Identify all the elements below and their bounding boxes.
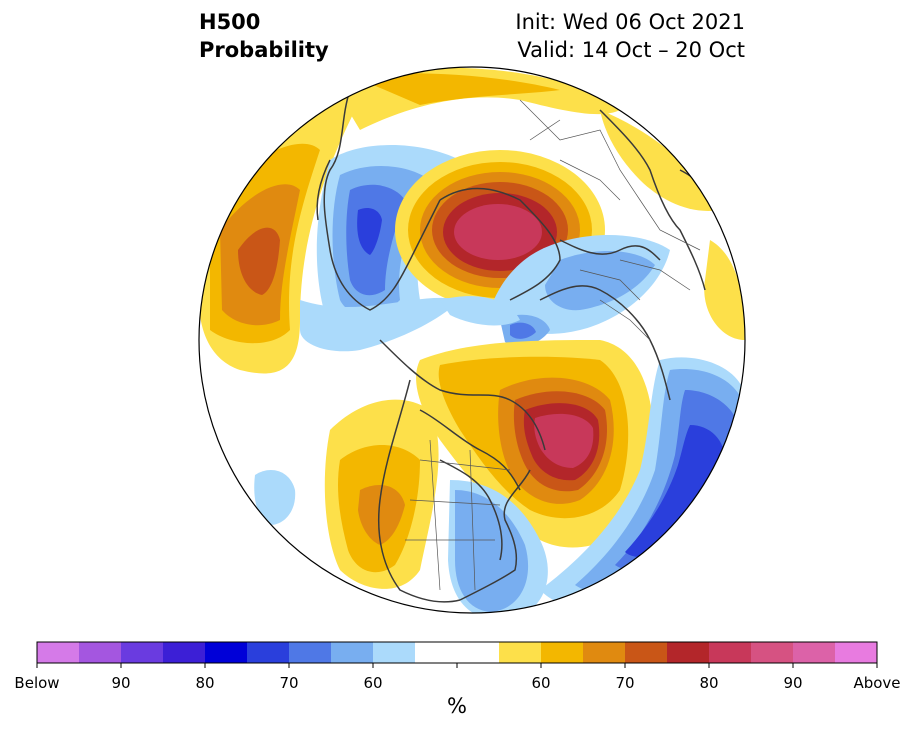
colorbar-cell [793,642,836,663]
warm-anomaly-atlantic [416,340,654,548]
colorbar-cell [625,642,668,663]
colorbar-cell [79,642,122,663]
colorbar-cell [457,642,500,663]
colorbar-cell [415,642,458,663]
cold-anomaly-na-east [448,480,548,613]
polar-map [198,66,746,614]
colorbar-cell [205,642,248,663]
colorbar-cell [121,642,164,663]
colorbar-cell [289,642,332,663]
colorbar-tick-label: 90 [111,674,131,692]
colorbar-cell [751,642,794,663]
colorbar-tick-label: 90 [783,674,803,692]
political-borders [405,99,701,591]
title-line-2: Probability [199,38,329,62]
valid-dates: Init: Wed 06 Oct 2021 Valid: 14 Oct – 20… [515,8,745,64]
cold-anomaly-europe [490,235,670,346]
coastlines [316,89,731,603]
warm-band-north [330,67,745,340]
colorbar-tick-label: 60 [531,674,551,692]
colorbar-unit: % [447,694,467,718]
cold-anomaly-atlantic-east [540,357,745,613]
map-title: H500 Probability [199,8,329,64]
globe-outline [198,66,746,614]
colorbar-tick-label: Below [14,674,60,692]
colorbar-cells [37,642,878,663]
colorbar-cell [709,642,752,663]
colorbar-cell [583,642,626,663]
colorbar-tick-label: 70 [615,674,635,692]
colorbar-cell [667,642,710,663]
colorbar-cell [331,642,374,663]
colorbar-tick-label: 70 [279,674,299,692]
colorbar-cell [373,642,416,663]
probability-field [199,67,745,613]
colorbar-cell [499,642,542,663]
colorbar-tick-label: 80 [699,674,719,692]
colorbar-cell [37,642,80,663]
init-date: Init: Wed 06 Oct 2021 [515,10,745,34]
colorbar-cell [835,642,878,663]
valid-range: Valid: 14 Oct – 20 Oct [517,38,745,62]
colorbar-ticks [36,663,878,668]
colorbar-tick-label: 60 [363,674,383,692]
colorbar-tick-label: 80 [195,674,215,692]
cold-anomaly-pacific [254,470,296,525]
colorbar-cell [247,642,290,663]
colorbar-cell [163,642,206,663]
colorbar-cell [541,642,584,663]
warm-anomaly-na-west [324,399,439,589]
title-line-1: H500 [199,10,261,34]
cold-band-center [300,296,520,352]
colorbar-tick-label: Above [853,674,901,692]
